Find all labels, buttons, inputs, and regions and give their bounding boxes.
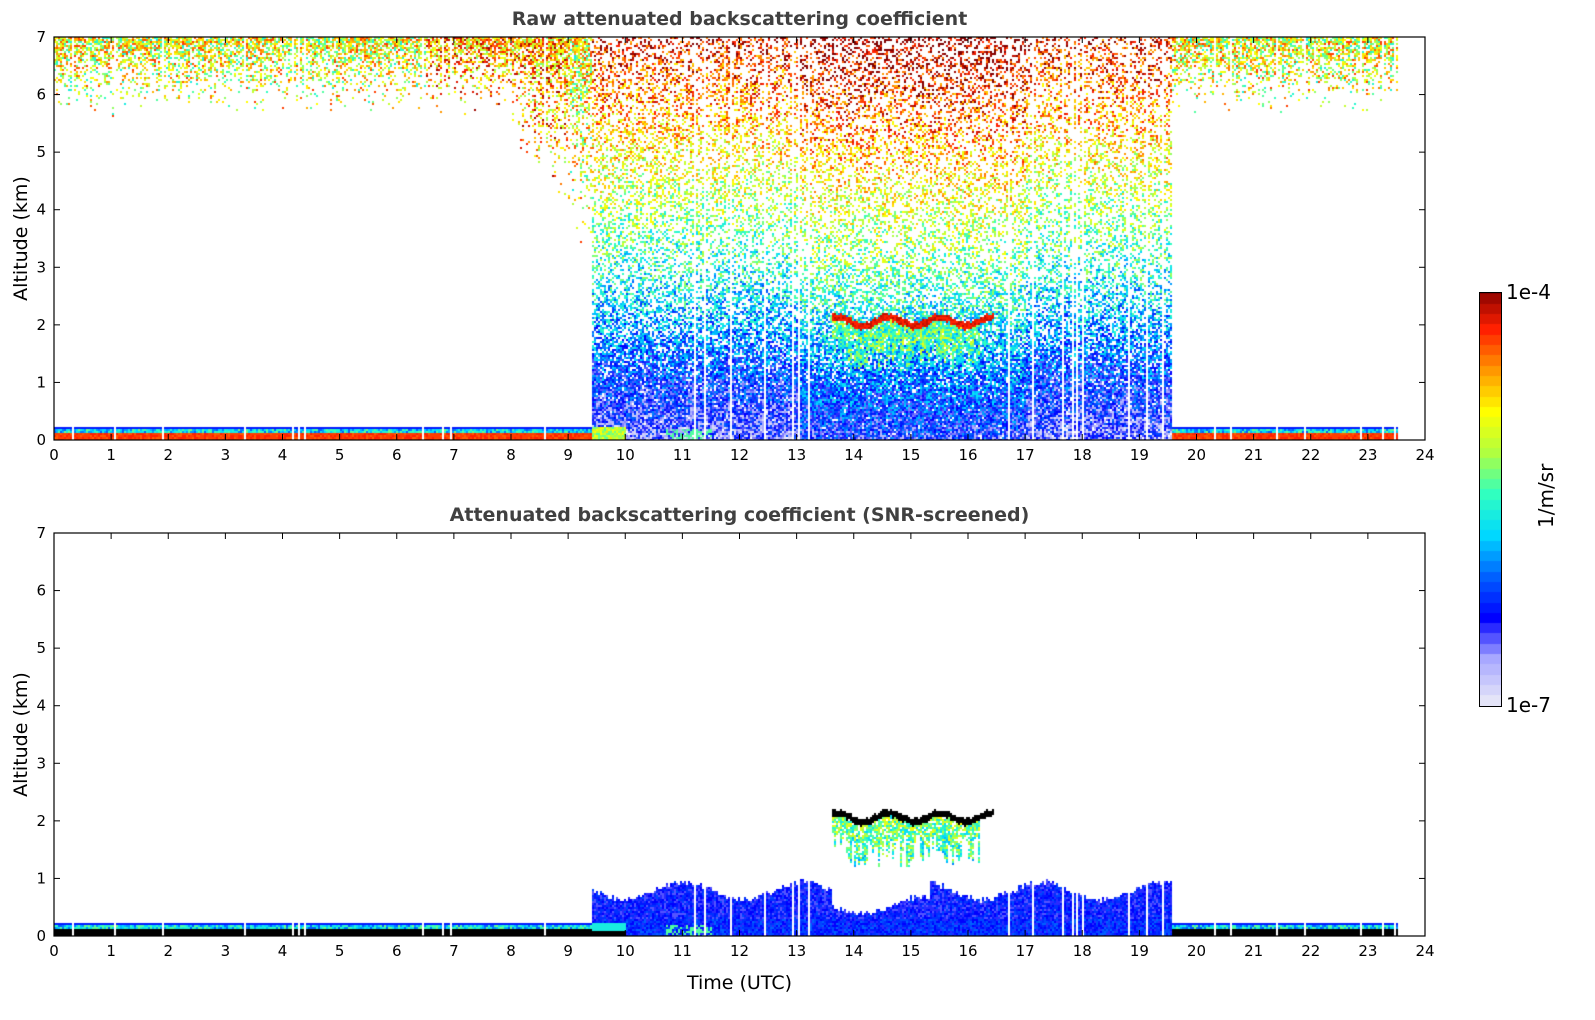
colorbar-unit-label: 1/m/sr xyxy=(1534,463,1558,528)
top-xtick-label: 22 xyxy=(1301,446,1320,464)
bottom-xtick-label: 5 xyxy=(335,942,345,960)
bottom-y-axis-label: Altitude (km) xyxy=(10,672,32,797)
bottom-ytick-label: 4 xyxy=(36,697,46,715)
screened-backscatter-heatmap xyxy=(54,533,1425,936)
bottom-xtick-label: 1 xyxy=(106,942,116,960)
top-xtick-label: 11 xyxy=(673,446,692,464)
top-xtick-label: 18 xyxy=(1073,446,1092,464)
bottom-xtick-label: 15 xyxy=(901,942,920,960)
top-ytick-label: 6 xyxy=(36,86,46,104)
top-xtick-label: 8 xyxy=(506,446,516,464)
top-xtick-label: 4 xyxy=(278,446,288,464)
colorbar xyxy=(1479,292,1502,707)
top-xtick-label: 23 xyxy=(1358,446,1377,464)
top-xtick-label: 17 xyxy=(1016,446,1035,464)
bottom-x-axis-label: Time (UTC) xyxy=(686,972,792,994)
top-ytick-label: 7 xyxy=(36,28,46,46)
top-xtick-label: 7 xyxy=(449,446,459,464)
top-xtick-label: 14 xyxy=(844,446,863,464)
bottom-xtick-label: 7 xyxy=(449,942,459,960)
top-ytick-label: 2 xyxy=(36,316,46,334)
bottom-xtick-label: 21 xyxy=(1244,942,1263,960)
top-xtick-label: 5 xyxy=(335,446,345,464)
bottom-plot-frame xyxy=(53,532,1426,937)
colorbar-min-label: 1e-7 xyxy=(1506,693,1551,717)
bottom-ytick-label: 3 xyxy=(36,754,46,772)
top-y-axis-label: Altitude (km) xyxy=(10,176,32,301)
top-plot-frame xyxy=(53,36,1426,441)
bottom-ytick-label: 7 xyxy=(36,524,46,542)
top-xtick-label: 15 xyxy=(901,446,920,464)
top-xtick-label: 19 xyxy=(1130,446,1149,464)
bottom-xtick-label: 24 xyxy=(1415,942,1434,960)
bottom-xtick-label: 19 xyxy=(1130,942,1149,960)
top-ytick-label: 1 xyxy=(36,373,46,391)
bottom-xtick-label: 2 xyxy=(163,942,173,960)
colorbar-max-label: 1e-4 xyxy=(1506,280,1551,304)
bottom-xtick-label: 9 xyxy=(563,942,573,960)
bottom-xtick-label: 4 xyxy=(278,942,288,960)
bottom-ytick-label: 0 xyxy=(36,927,46,945)
top-xtick-label: 9 xyxy=(563,446,573,464)
top-xtick-label: 3 xyxy=(221,446,231,464)
bottom-chart-title: Attenuated backscattering coefficient (S… xyxy=(449,504,1030,526)
bottom-xtick-label: 23 xyxy=(1358,942,1377,960)
bottom-xtick-label: 18 xyxy=(1073,942,1092,960)
top-xtick-label: 1 xyxy=(106,446,116,464)
bottom-ytick-label: 1 xyxy=(36,869,46,887)
top-xtick-label: 24 xyxy=(1415,446,1434,464)
bottom-xtick-label: 3 xyxy=(221,942,231,960)
bottom-xtick-label: 12 xyxy=(730,942,749,960)
bottom-ytick-label: 5 xyxy=(36,639,46,657)
top-ytick-label: 4 xyxy=(36,201,46,219)
top-xtick-label: 21 xyxy=(1244,446,1263,464)
bottom-xtick-label: 22 xyxy=(1301,942,1320,960)
top-xtick-label: 2 xyxy=(163,446,173,464)
top-xtick-label: 16 xyxy=(958,446,977,464)
bottom-xtick-label: 0 xyxy=(49,942,59,960)
bottom-ytick-label: 2 xyxy=(36,812,46,830)
top-xtick-label: 10 xyxy=(616,446,635,464)
bottom-ytick-label: 6 xyxy=(36,582,46,600)
bottom-xtick-label: 20 xyxy=(1187,942,1206,960)
top-chart-title: Raw attenuated backscattering coefficien… xyxy=(511,8,968,30)
bottom-xtick-label: 10 xyxy=(616,942,635,960)
bottom-xtick-label: 13 xyxy=(787,942,806,960)
bottom-xtick-label: 17 xyxy=(1016,942,1035,960)
top-xtick-label: 6 xyxy=(392,446,402,464)
bottom-xtick-label: 16 xyxy=(958,942,977,960)
top-xtick-label: 20 xyxy=(1187,446,1206,464)
top-xtick-label: 12 xyxy=(730,446,749,464)
bottom-xtick-label: 11 xyxy=(673,942,692,960)
top-xtick-label: 0 xyxy=(49,446,59,464)
top-ytick-label: 0 xyxy=(36,431,46,449)
top-xtick-label: 13 xyxy=(787,446,806,464)
bottom-xtick-label: 8 xyxy=(506,942,516,960)
bottom-xtick-label: 14 xyxy=(844,942,863,960)
bottom-xtick-label: 6 xyxy=(392,942,402,960)
raw-backscatter-heatmap xyxy=(54,37,1425,440)
top-ytick-label: 3 xyxy=(36,258,46,276)
top-ytick-label: 5 xyxy=(36,143,46,161)
